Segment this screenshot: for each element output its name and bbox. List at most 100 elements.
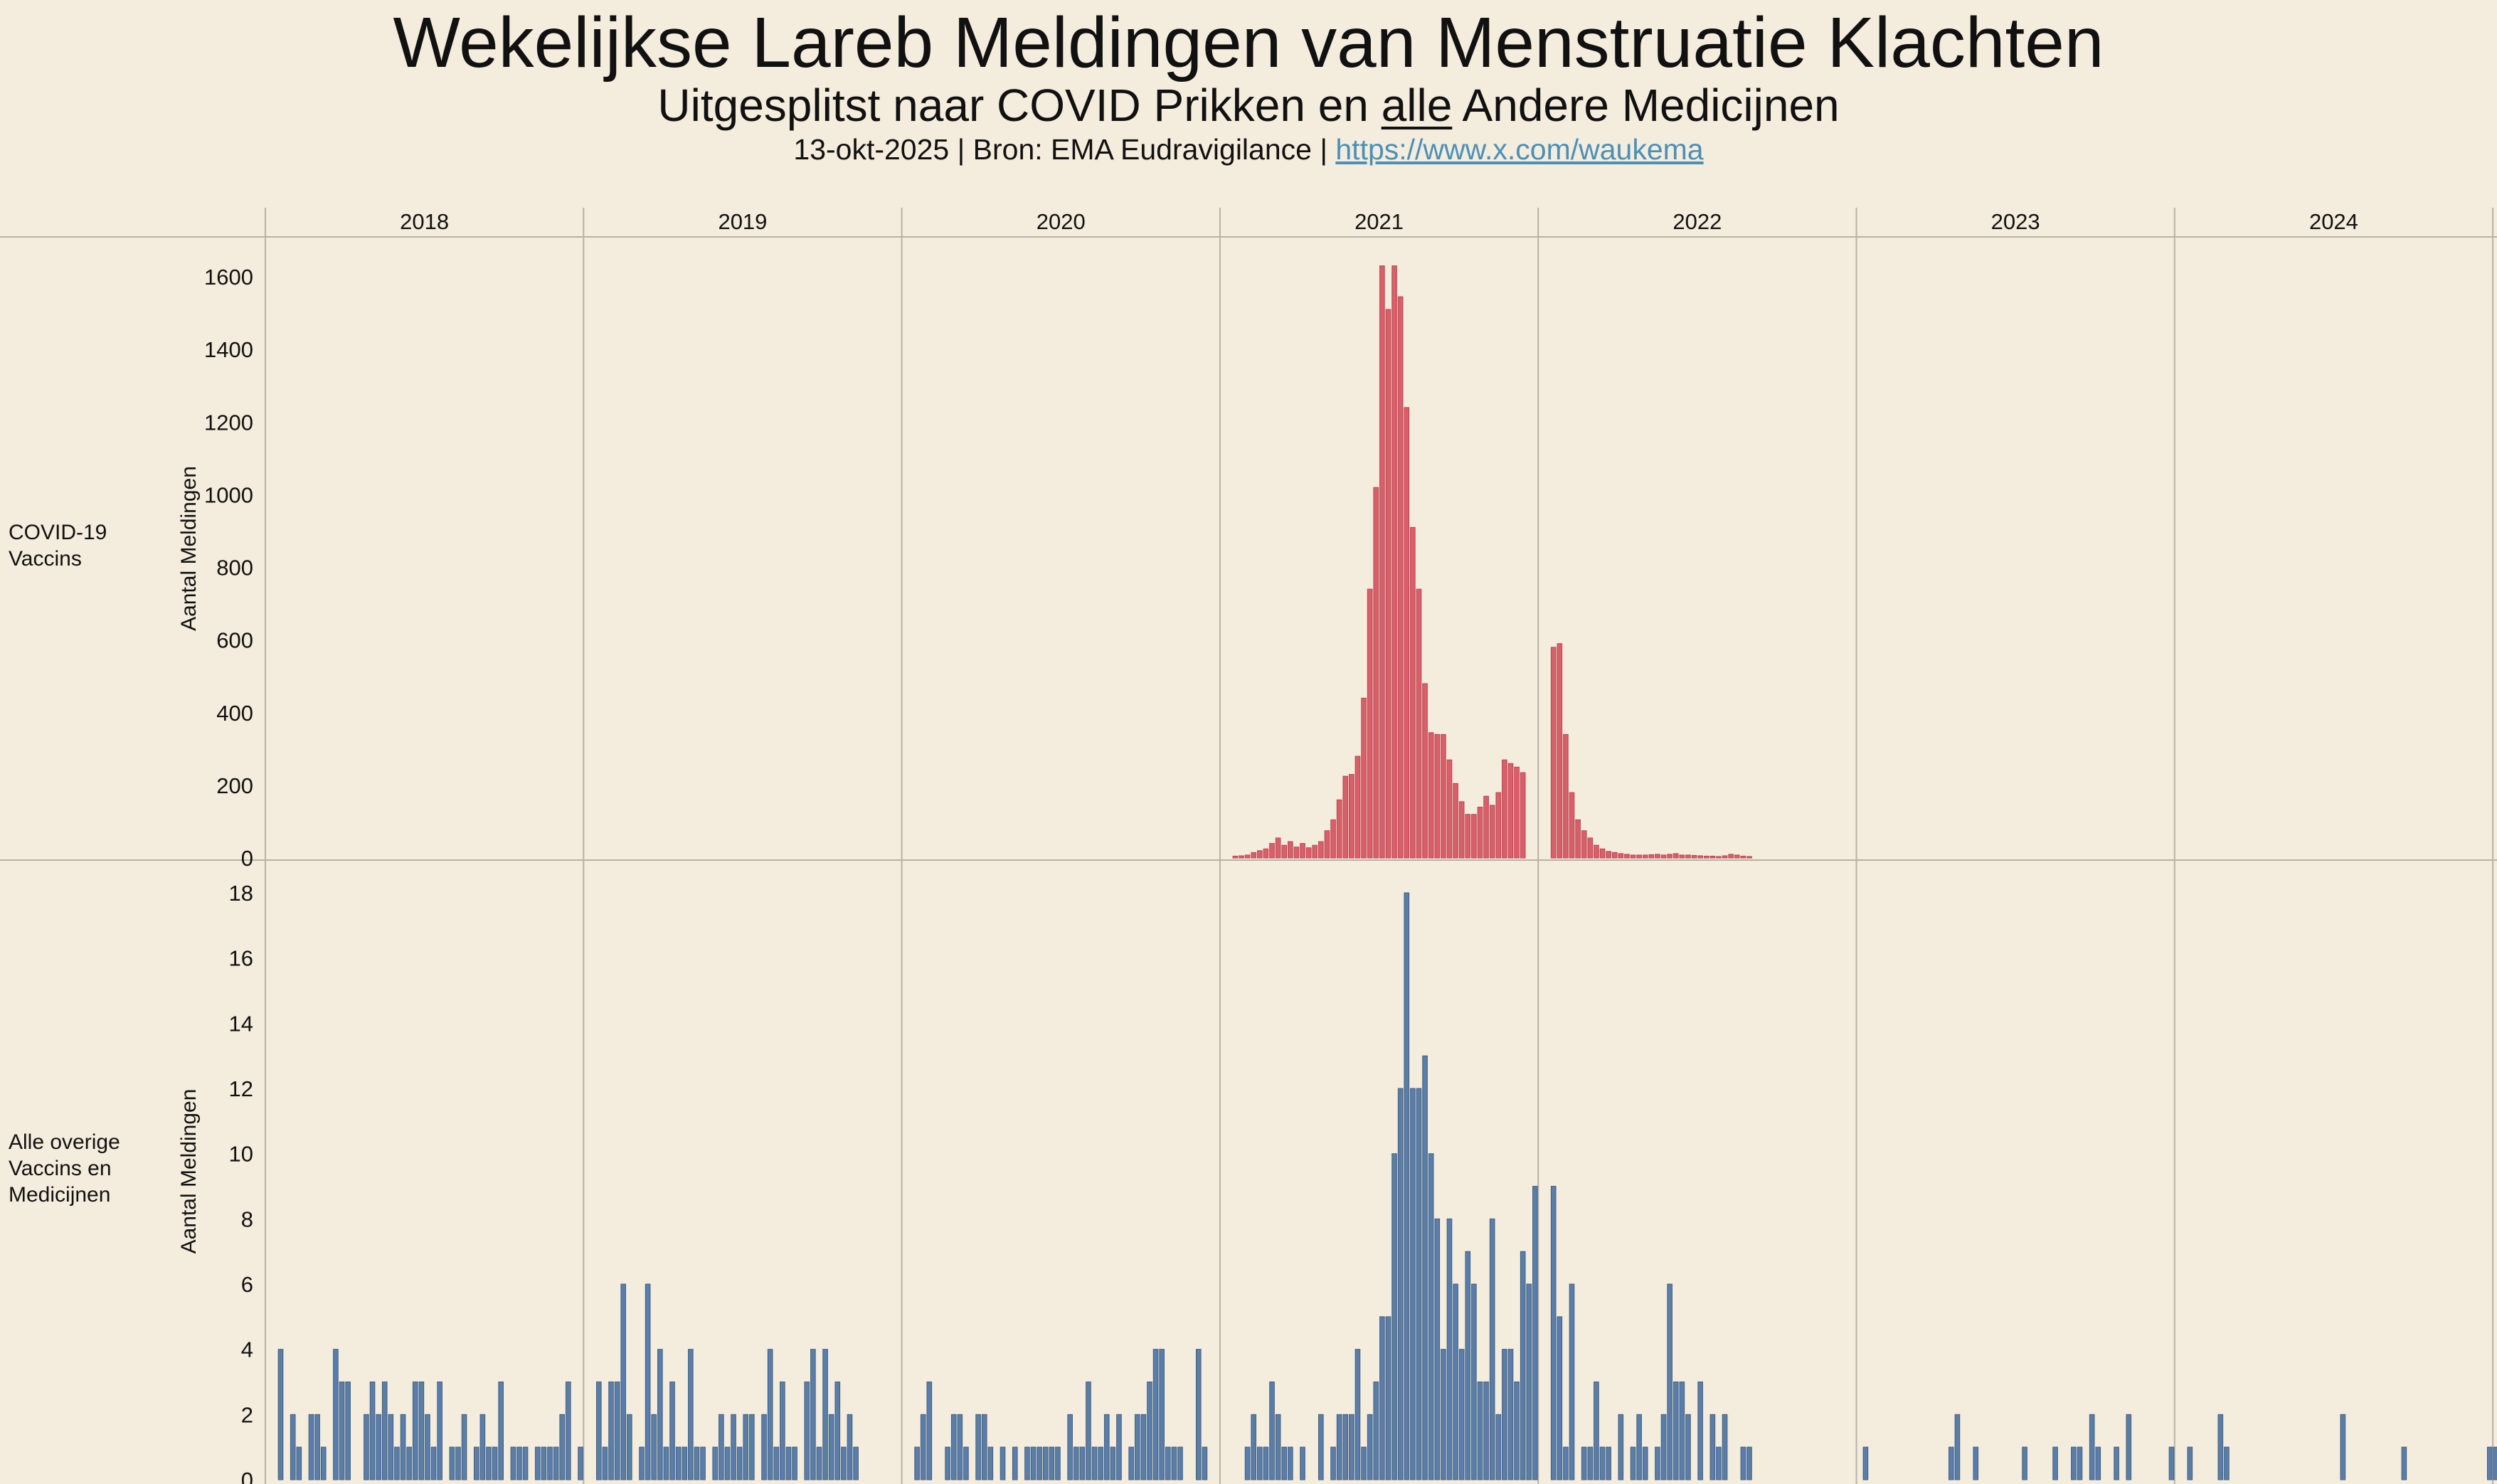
bar (553, 1446, 559, 1480)
bar (1441, 1349, 1446, 1480)
bar (1404, 892, 1410, 1480)
bar (1563, 733, 1569, 859)
bar (1716, 1446, 1722, 1480)
bar (1024, 1446, 1030, 1480)
bar (333, 1349, 339, 1480)
bar (1140, 1414, 1147, 1480)
bar (492, 1446, 498, 1480)
bar (1165, 1446, 1171, 1480)
bar (1520, 1251, 1526, 1480)
bar (1293, 847, 1300, 859)
bar (461, 1414, 467, 1480)
bar (1367, 1414, 1373, 1480)
bar (1949, 1446, 1954, 1480)
bar (430, 1446, 437, 1480)
bar (645, 1283, 651, 1480)
bar (1471, 814, 1477, 859)
bar (1171, 1446, 1177, 1480)
subtitle-pre: Uitgesplitst naar COVID Prikken en (657, 80, 1382, 131)
bar (1251, 1414, 1257, 1480)
bar (1514, 1382, 1520, 1480)
bar (1557, 1316, 1563, 1480)
bar (920, 1414, 926, 1480)
bar (1685, 1414, 1691, 1480)
bar (2224, 1446, 2230, 1480)
bar (1672, 1382, 1679, 1480)
bar (1428, 732, 1434, 859)
bar (2168, 1446, 2175, 1480)
bar (743, 1414, 749, 1480)
y-tick-label: 14 (229, 1011, 253, 1036)
bar (400, 1414, 406, 1480)
bar (1740, 1446, 1746, 1480)
bar (1305, 847, 1312, 859)
bar (2077, 1446, 2083, 1480)
bar (975, 1414, 981, 1480)
bar (950, 1414, 957, 1480)
bar (1269, 843, 1275, 859)
bar (510, 1446, 516, 1480)
y-tick-label: 0 (241, 846, 253, 871)
bar (1042, 1446, 1049, 1480)
bar (1594, 1382, 1599, 1480)
bar (1067, 1414, 1073, 1480)
bar (1422, 683, 1428, 859)
year-header: 2018 (400, 209, 449, 234)
bar (1300, 1446, 1305, 1480)
bar (394, 1446, 400, 1480)
bar (339, 1382, 345, 1480)
bar (669, 1382, 675, 1480)
bar (847, 1414, 853, 1480)
bar (767, 1349, 773, 1480)
bar (1477, 1382, 1483, 1480)
bar (1324, 830, 1330, 859)
bar (773, 1446, 780, 1480)
bar (810, 1349, 816, 1480)
bar (1606, 851, 1611, 859)
bar (2052, 1446, 2058, 1480)
bar (608, 1382, 614, 1480)
bar (1520, 772, 1526, 859)
year-header: 2020 (1037, 209, 1086, 234)
bar (1594, 844, 1599, 859)
bar (1385, 1316, 1391, 1480)
bar (736, 1446, 743, 1480)
bar (1342, 775, 1349, 859)
bar (479, 1414, 486, 1480)
bar (675, 1446, 682, 1480)
bar (1446, 1218, 1453, 1480)
bar (1630, 854, 1636, 859)
bar (828, 1414, 834, 1480)
bar (1618, 1414, 1624, 1480)
bar (651, 1414, 657, 1480)
bar (1630, 1446, 1636, 1480)
bar (1655, 854, 1660, 859)
bar (1660, 1414, 1667, 1480)
bar (1342, 1414, 1349, 1480)
y-tick-label: 18 (229, 881, 253, 906)
bar (1354, 1349, 1361, 1480)
bar (1147, 1382, 1152, 1480)
bar (455, 1446, 461, 1480)
bar (2095, 1446, 2101, 1480)
y-axis-title: Aantal Meldingen (177, 466, 201, 631)
subtitle-post: Andere Medicijnen (1452, 80, 1840, 131)
bar (792, 1446, 797, 1480)
bar (620, 1283, 627, 1480)
bar (2493, 1446, 2497, 1480)
bar (1532, 1186, 1538, 1480)
bar (1489, 1218, 1495, 1480)
bar (1642, 1446, 1648, 1480)
bar (1410, 526, 1416, 859)
bar (406, 1446, 412, 1480)
bar (1514, 766, 1520, 859)
bar (1446, 759, 1453, 859)
bar (1740, 855, 1746, 859)
bar (1103, 1414, 1110, 1480)
bar (1624, 854, 1630, 859)
bar (1434, 733, 1441, 859)
bar (364, 1414, 369, 1480)
source-link[interactable]: https://www.x.com/waukema (1335, 133, 1704, 166)
bar (657, 1349, 663, 1480)
